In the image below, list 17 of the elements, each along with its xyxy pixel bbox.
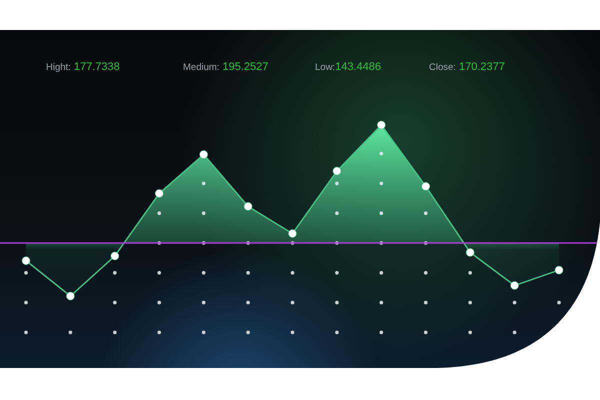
text: Hight: 177.7338 — [46, 61, 120, 73]
point — [422, 182, 430, 191]
text: Medium: 195.2527 — [183, 61, 268, 73]
text: Close: 170.2377 — [429, 61, 505, 73]
point — [199, 150, 208, 159]
point — [244, 202, 252, 211]
point — [332, 166, 342, 176]
point — [22, 256, 30, 265]
point — [66, 292, 75, 300]
point — [377, 120, 386, 130]
point — [554, 266, 564, 274]
point — [510, 281, 519, 290]
text: Low:143.4486 — [315, 61, 381, 73]
point — [110, 252, 120, 260]
point — [155, 189, 164, 198]
point — [466, 248, 474, 257]
point — [288, 229, 297, 238]
